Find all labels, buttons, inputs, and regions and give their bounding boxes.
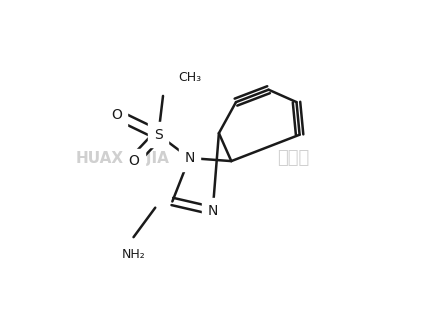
Text: HUAXUEJIA: HUAXUEJIA xyxy=(76,150,170,166)
Text: O: O xyxy=(111,107,122,122)
Text: N: N xyxy=(207,204,218,218)
Text: 化学加: 化学加 xyxy=(277,149,309,167)
Text: NH₂: NH₂ xyxy=(122,248,145,261)
Text: CH₃: CH₃ xyxy=(178,71,202,84)
Text: S: S xyxy=(154,128,163,142)
Text: O: O xyxy=(128,154,139,168)
Text: N: N xyxy=(184,151,194,165)
